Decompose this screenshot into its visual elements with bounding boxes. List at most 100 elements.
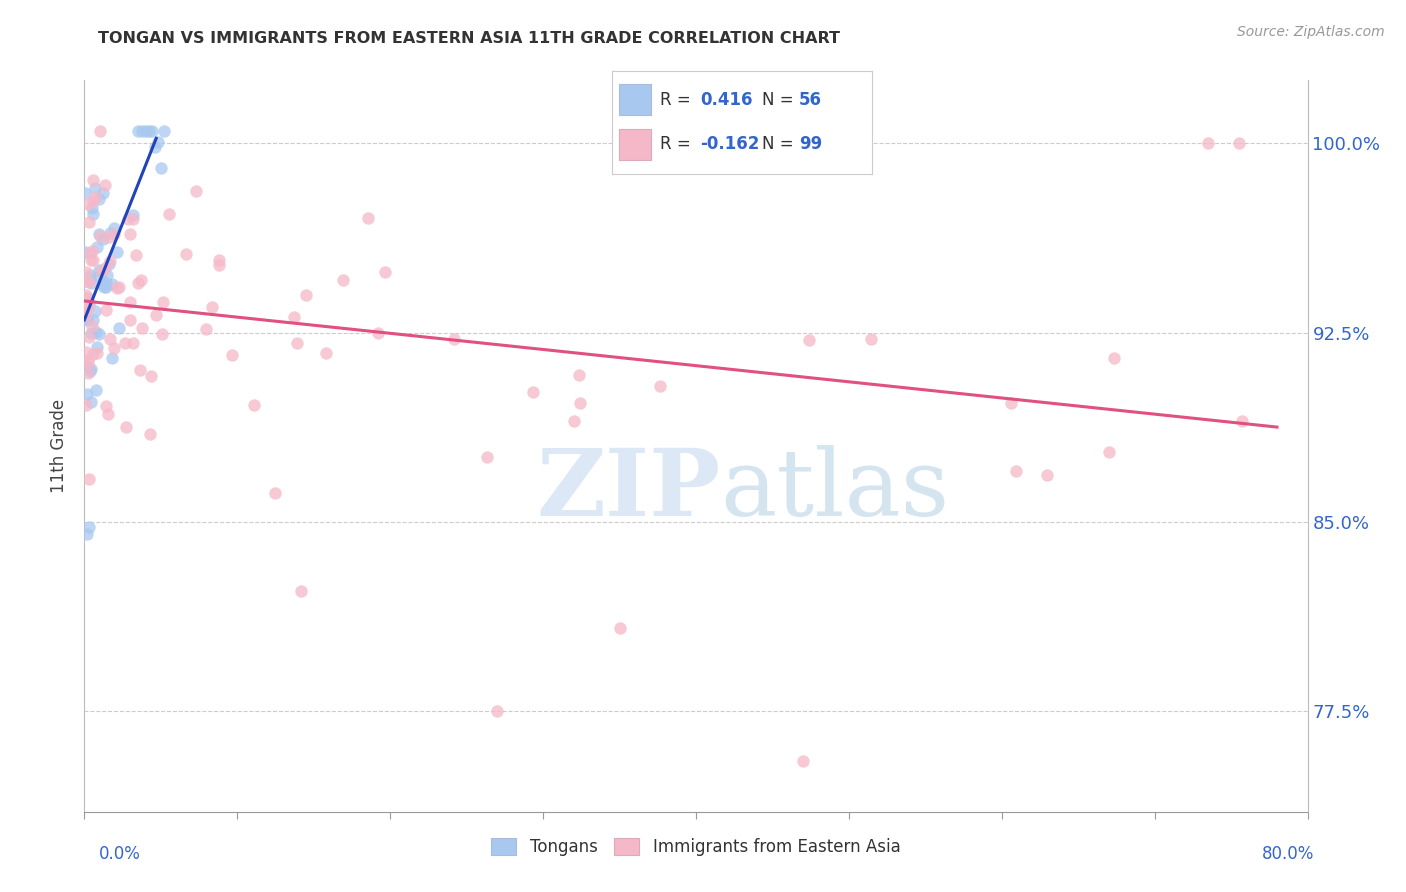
- Point: [83, 304, 105, 318]
- Point: [76, 312, 98, 326]
- Point: [75, 186, 97, 201]
- Point: [79, 246, 101, 260]
- Point: [221, 348, 243, 362]
- Point: [127, 124, 149, 138]
- Text: R =: R =: [659, 136, 696, 153]
- Point: [103, 220, 125, 235]
- Point: [94, 178, 117, 192]
- Point: [82, 207, 104, 221]
- Point: [101, 277, 124, 291]
- Point: [105, 281, 128, 295]
- Point: [94, 303, 117, 318]
- Point: [122, 211, 145, 226]
- Point: [357, 211, 380, 225]
- Point: [1102, 351, 1125, 365]
- Point: [1000, 396, 1022, 410]
- Point: [138, 124, 160, 138]
- Point: [82, 347, 104, 361]
- Point: [150, 326, 173, 341]
- Point: [567, 368, 589, 383]
- Text: 0.0%: 0.0%: [98, 845, 141, 863]
- Point: [77, 519, 100, 533]
- Point: [443, 332, 465, 346]
- Point: [135, 124, 157, 138]
- Point: [131, 321, 153, 335]
- Point: [89, 326, 111, 341]
- Point: [80, 252, 103, 267]
- Point: [108, 279, 131, 293]
- Point: [648, 379, 671, 393]
- Point: [141, 124, 163, 138]
- Point: [96, 279, 118, 293]
- Point: [75, 344, 97, 359]
- Point: [80, 244, 103, 258]
- Point: [522, 385, 544, 400]
- Text: 56: 56: [799, 91, 823, 109]
- Point: [374, 265, 396, 279]
- Point: [82, 252, 104, 267]
- Point: [76, 312, 98, 326]
- Point: [108, 321, 131, 335]
- Point: [157, 207, 180, 221]
- Point: [79, 271, 101, 285]
- Point: [1098, 445, 1121, 459]
- Text: 99: 99: [799, 136, 823, 153]
- Point: [117, 212, 139, 227]
- Point: [93, 186, 115, 200]
- Point: [94, 260, 117, 275]
- Point: [76, 291, 98, 305]
- Point: [283, 310, 305, 324]
- Point: [80, 362, 103, 376]
- Point: [79, 275, 101, 289]
- Point: [75, 244, 97, 259]
- Point: [75, 265, 97, 279]
- Text: TONGAN VS IMMIGRANTS FROM EASTERN ASIA 11TH GRADE CORRELATION CHART: TONGAN VS IMMIGRANTS FROM EASTERN ASIA 1…: [98, 31, 841, 46]
- Bar: [620, 84, 651, 115]
- Point: [609, 621, 631, 635]
- Point: [122, 336, 145, 351]
- Text: N =: N =: [762, 91, 800, 109]
- Point: [149, 161, 172, 175]
- Point: [1227, 136, 1250, 151]
- Point: [77, 300, 100, 314]
- Point: [103, 227, 125, 241]
- Point: [75, 291, 97, 305]
- Point: [125, 248, 148, 262]
- Point: [75, 308, 97, 322]
- Point: [129, 273, 152, 287]
- Text: R =: R =: [659, 91, 696, 109]
- Point: [80, 276, 103, 290]
- Point: [75, 287, 97, 301]
- Point: [569, 396, 592, 410]
- Point: [1230, 414, 1253, 428]
- Point: [89, 193, 111, 207]
- Point: [96, 268, 118, 282]
- Point: [120, 294, 142, 309]
- Point: [77, 352, 100, 367]
- Point: [105, 244, 128, 259]
- Point: [89, 269, 111, 284]
- Point: [89, 124, 111, 138]
- Point: [84, 383, 107, 397]
- Point: [77, 366, 100, 380]
- Text: ZIP: ZIP: [536, 445, 720, 535]
- Point: [96, 399, 118, 413]
- Bar: [620, 129, 651, 160]
- Point: [1036, 468, 1059, 483]
- Point: [1005, 464, 1028, 478]
- Point: [146, 136, 169, 150]
- Point: [89, 262, 111, 277]
- Point: [1197, 136, 1219, 151]
- Point: [131, 124, 153, 138]
- Point: [93, 280, 115, 294]
- Point: [564, 414, 586, 428]
- Point: [264, 486, 287, 500]
- Point: [79, 472, 101, 486]
- Point: [208, 252, 231, 267]
- Point: [128, 363, 150, 377]
- Point: [184, 184, 207, 198]
- Point: [75, 398, 97, 412]
- Point: [295, 288, 318, 302]
- Point: [98, 227, 121, 241]
- Point: [195, 321, 218, 335]
